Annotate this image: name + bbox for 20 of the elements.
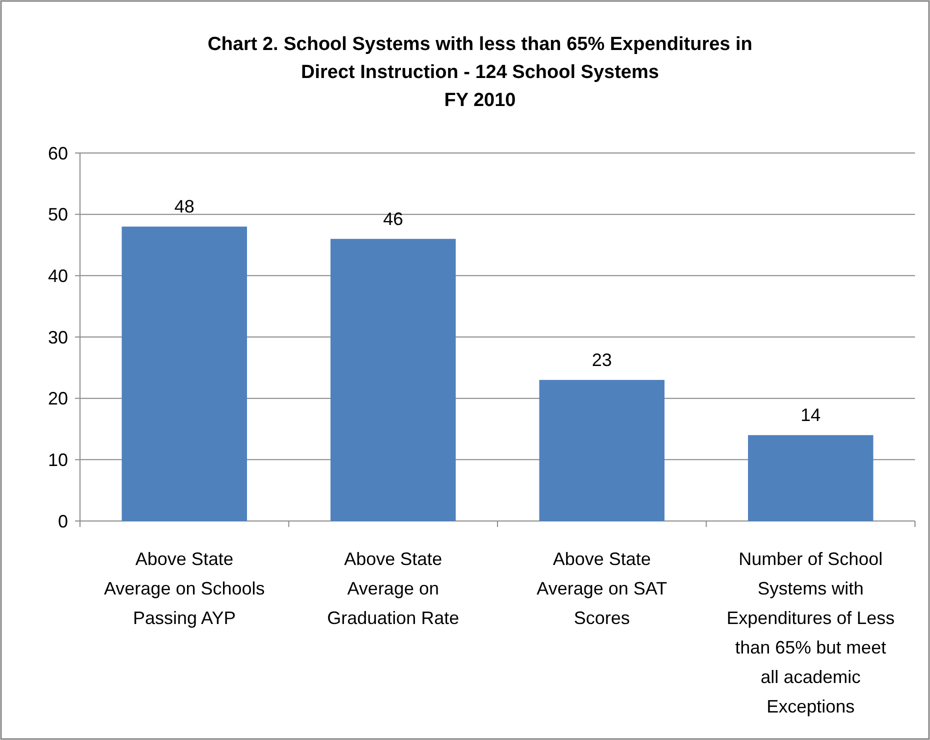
x-tick-label: Number of School Systems with Expenditures of Less than 65% but meet all academic Exceptions: [726, 549, 895, 716]
chart-title: Chart 2. School Systems with less than 65% Expenditures in Direct Instruction - 124 School Systems FY 2010: [208, 34, 752, 111]
bar: [748, 435, 874, 521]
bar: [330, 238, 456, 521]
y-tick-label: 60: [48, 143, 68, 164]
y-tick-label: 20: [48, 388, 68, 409]
data-label: 14: [800, 405, 821, 426]
data-label: 48: [174, 196, 194, 217]
y-tick-label: 50: [48, 204, 68, 225]
y-tick-label: 40: [48, 266, 68, 286]
data-label: 46: [383, 208, 404, 229]
x-tick-label: Above State Average on SAT Scores: [536, 549, 668, 628]
x-tick-label: Above State Average on Schools Passing AYP: [104, 549, 265, 628]
y-tick-label: 30: [48, 327, 68, 348]
bar: [539, 380, 664, 521]
bar: [122, 226, 247, 521]
x-tick-label: Above State Average on Graduation Rate: [327, 549, 460, 628]
y-tick-label: 10: [48, 450, 68, 470]
y-tick-label: 0: [58, 511, 68, 532]
data-label: 23: [592, 350, 612, 370]
